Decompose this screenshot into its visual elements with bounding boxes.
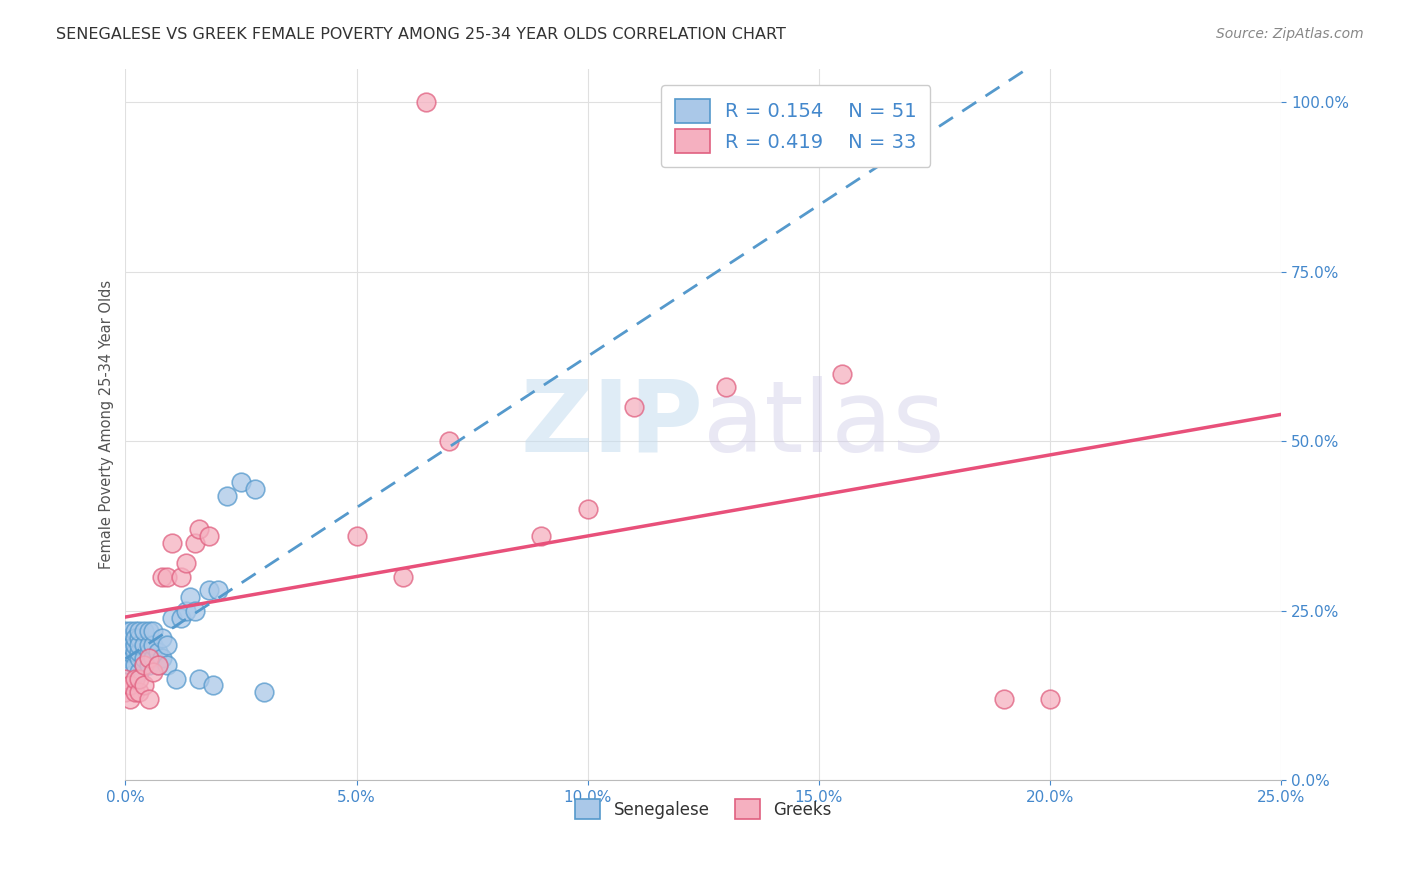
Point <box>120 644 142 658</box>
Point <box>184 604 207 618</box>
Point <box>132 651 155 665</box>
Point <box>114 644 136 658</box>
Point <box>114 624 136 639</box>
Point <box>132 624 155 639</box>
Point <box>188 672 211 686</box>
Point <box>160 536 183 550</box>
Point <box>138 658 160 673</box>
Point <box>128 651 150 665</box>
Point <box>831 367 853 381</box>
Point <box>114 638 136 652</box>
Point <box>156 570 179 584</box>
Point <box>530 529 553 543</box>
Point <box>128 644 150 658</box>
Point <box>132 658 155 673</box>
Point <box>128 685 150 699</box>
Point <box>132 638 155 652</box>
Text: ZIP: ZIP <box>520 376 703 473</box>
Point <box>120 658 142 673</box>
Point <box>174 604 197 618</box>
Point <box>128 665 150 679</box>
Point <box>415 95 437 110</box>
Point <box>120 624 142 639</box>
Point <box>124 644 146 658</box>
Point <box>128 672 150 686</box>
Point <box>128 631 150 645</box>
Point <box>174 557 197 571</box>
Point <box>128 638 150 652</box>
Point <box>132 658 155 673</box>
Point <box>170 570 193 584</box>
Point <box>243 482 266 496</box>
Point <box>184 536 207 550</box>
Text: atlas: atlas <box>703 376 945 473</box>
Legend: Senegalese, Greeks: Senegalese, Greeks <box>568 793 838 825</box>
Point <box>138 644 160 658</box>
Point <box>392 570 415 584</box>
Point <box>124 631 146 645</box>
Text: Source: ZipAtlas.com: Source: ZipAtlas.com <box>1216 27 1364 41</box>
Point <box>142 638 165 652</box>
Point <box>114 672 136 686</box>
Point <box>138 651 160 665</box>
Point <box>165 672 187 686</box>
Point <box>114 685 136 699</box>
Point <box>138 624 160 639</box>
Point <box>229 475 252 489</box>
Point <box>114 631 136 645</box>
Point <box>156 658 179 673</box>
Point <box>146 644 169 658</box>
Point <box>188 523 211 537</box>
Point <box>142 624 165 639</box>
Point <box>142 665 165 679</box>
Point <box>152 570 174 584</box>
Point <box>716 380 738 394</box>
Point <box>142 651 165 665</box>
Text: SENEGALESE VS GREEK FEMALE POVERTY AMONG 25-34 YEAR OLDS CORRELATION CHART: SENEGALESE VS GREEK FEMALE POVERTY AMONG… <box>56 27 786 42</box>
Point <box>114 651 136 665</box>
Point <box>152 651 174 665</box>
Point <box>124 624 146 639</box>
Point <box>160 610 183 624</box>
Point <box>993 692 1015 706</box>
Point <box>197 583 219 598</box>
Point <box>623 401 645 415</box>
Point <box>146 658 169 673</box>
Point <box>1039 692 1062 706</box>
Point <box>120 678 142 692</box>
Point <box>124 672 146 686</box>
Point <box>120 638 142 652</box>
Point <box>437 434 460 449</box>
Point <box>124 658 146 673</box>
Point <box>138 692 160 706</box>
Point <box>138 638 160 652</box>
Point <box>202 678 225 692</box>
Point <box>152 631 174 645</box>
Point <box>156 638 179 652</box>
Point <box>120 692 142 706</box>
Point <box>253 685 276 699</box>
Point <box>124 638 146 652</box>
Point <box>170 610 193 624</box>
Y-axis label: Female Poverty Among 25-34 Year Olds: Female Poverty Among 25-34 Year Olds <box>100 280 114 569</box>
Point <box>576 502 599 516</box>
Point <box>179 591 201 605</box>
Point <box>197 529 219 543</box>
Point <box>128 624 150 639</box>
Point <box>207 583 229 598</box>
Point <box>124 685 146 699</box>
Point <box>217 489 239 503</box>
Point <box>132 678 155 692</box>
Point <box>146 658 169 673</box>
Point <box>346 529 368 543</box>
